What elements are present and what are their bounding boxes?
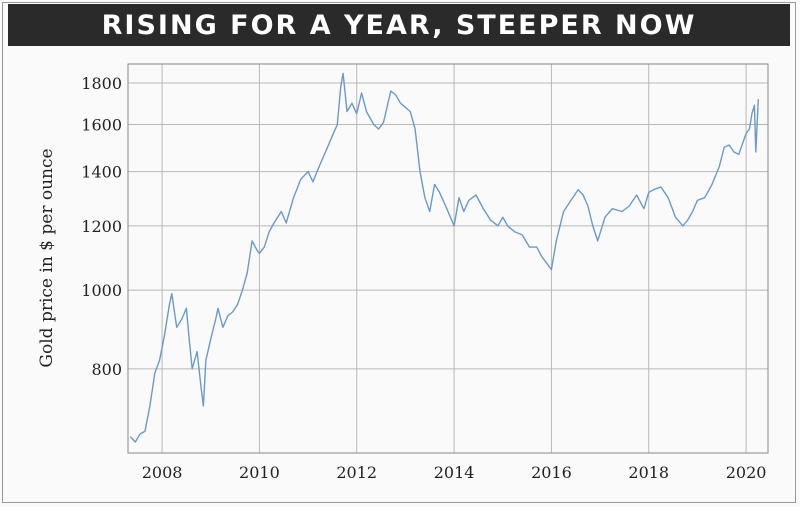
y-tick-label: 1200 (81, 217, 122, 236)
y-axis-label: Gold price in $ per ounce (37, 148, 57, 367)
x-tick-label: 2012 (336, 463, 377, 482)
x-tick-label: 2010 (239, 463, 280, 482)
x-axis-ticks: 2008 2010 2012 2014 2016 2018 2020 (142, 463, 767, 482)
x-tick-label: 2016 (531, 463, 572, 482)
x-tick-label: 2008 (142, 463, 183, 482)
title-bar: RISING FOR A YEAR, STEEPER NOW (8, 4, 790, 46)
y-tick-label: 800 (91, 360, 122, 379)
y-axis-ticks: 800 1000 1200 1400 1600 1800 (81, 74, 122, 379)
x-tick-label: 2018 (628, 463, 669, 482)
y-tick-label: 1600 (81, 116, 122, 135)
grid (128, 64, 768, 453)
y-tick-label: 1800 (81, 74, 122, 93)
plot-area-border (127, 63, 769, 454)
x-tick-label: 2014 (434, 463, 475, 482)
y-tick-label: 1400 (81, 163, 122, 182)
x-tick-label: 2020 (726, 463, 767, 482)
gold-price-line (129, 72, 759, 443)
chart-title: RISING FOR A YEAR, STEEPER NOW (101, 9, 697, 41)
y-tick-label: 1000 (81, 281, 122, 300)
